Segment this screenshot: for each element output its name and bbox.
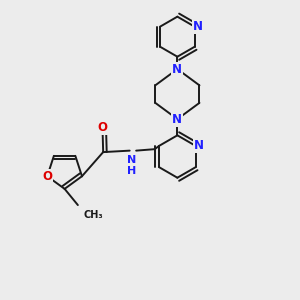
Text: N: N: [172, 63, 182, 76]
Text: N
H: N H: [127, 155, 136, 176]
Text: CH₃: CH₃: [83, 210, 103, 220]
Text: N: N: [194, 140, 204, 152]
Text: O: O: [42, 170, 52, 183]
Text: N: N: [172, 112, 182, 126]
Text: O: O: [98, 121, 108, 134]
Text: N: N: [193, 20, 203, 33]
